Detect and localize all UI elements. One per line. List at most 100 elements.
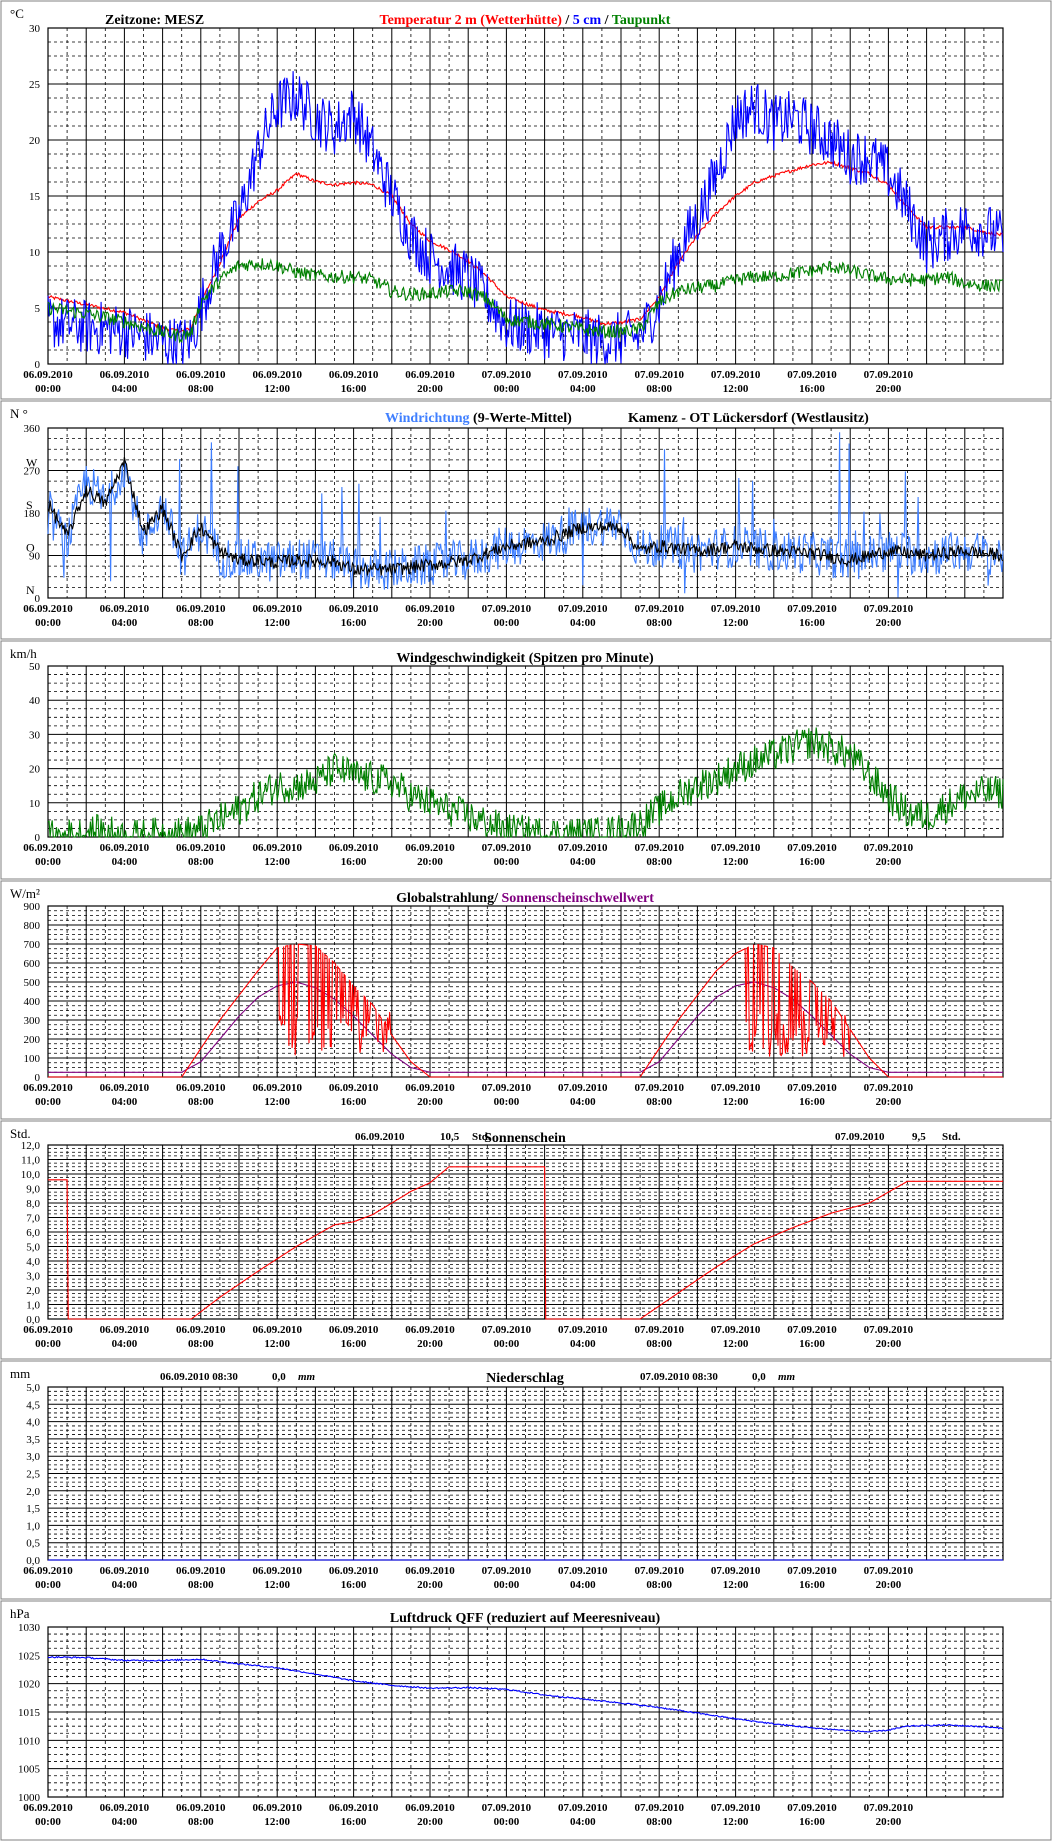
x-tick-time: 00:00: [35, 856, 61, 868]
x-tick-date: 07.09.2010: [864, 1324, 914, 1336]
x-tick-date: 07.09.2010: [711, 1565, 761, 1577]
x-tick-date: 06.09.2010: [23, 1565, 73, 1577]
x-tick-time: 08:00: [188, 383, 214, 395]
x-tick-time: 00:00: [494, 1579, 520, 1591]
x-tick-time: 00:00: [494, 856, 520, 868]
y-tick-label: 25: [29, 79, 41, 91]
y-unit-label: °C: [10, 6, 24, 21]
panel-border: [0, 1120, 1052, 1360]
x-tick-date: 06.09.2010: [100, 369, 150, 381]
chart-title: Temperatur 2 m (Wetterhütte) / 5 cm / Ta…: [380, 13, 671, 28]
x-tick-time: 16:00: [799, 1096, 825, 1108]
x-tick-time: 20:00: [417, 383, 443, 395]
x-tick-time: 04:00: [570, 856, 596, 868]
day-stat-date: 07.09.2010 08:30: [640, 1371, 718, 1383]
x-tick-date: 06.09.2010: [405, 1082, 455, 1094]
panel-border: [0, 1600, 1052, 1841]
y-tick-label: 0: [35, 1072, 41, 1084]
x-tick-date: 06.09.2010: [405, 1802, 455, 1814]
x-tick-date: 07.09.2010: [864, 369, 914, 381]
series-line-3: [47, 258, 1004, 344]
x-tick-time: 20:00: [876, 383, 902, 395]
x-tick-time: 04:00: [112, 1816, 138, 1828]
x-tick-date: 07.09.2010: [711, 369, 761, 381]
x-tick-date: 07.09.2010: [787, 1082, 837, 1094]
y-tick-label: 15: [29, 191, 41, 203]
y-tick-label: 20: [29, 135, 41, 147]
x-tick-time: 12:00: [723, 1338, 749, 1350]
y-tick-label: 3,5: [26, 1434, 40, 1446]
x-tick-time: 08:00: [646, 1338, 672, 1350]
x-tick-date: 06.09.2010: [329, 1565, 379, 1577]
x-tick-time: 16:00: [799, 1338, 825, 1350]
y-tick-label: 8,0: [26, 1198, 40, 1210]
x-tick-time: 16:00: [341, 1096, 367, 1108]
y-tick-label: 4,0: [26, 1256, 40, 1268]
x-tick-time: 20:00: [417, 1579, 443, 1591]
day-stat-date: 07.09.2010: [835, 1131, 885, 1143]
y-tick-label: 3,0: [26, 1271, 40, 1283]
x-tick-date: 07.09.2010: [864, 842, 914, 854]
x-tick-date: 06.09.2010: [176, 1324, 226, 1336]
x-tick-time: 04:00: [570, 1816, 596, 1828]
y-tick-label: 40: [29, 695, 41, 707]
chart-title: Globalstrahlung/ Sonnenscheinschwellwert: [396, 891, 654, 906]
x-tick-time: 20:00: [876, 617, 902, 629]
x-tick-date: 07.09.2010: [711, 1324, 761, 1336]
y-tick-label: 300: [24, 1015, 41, 1027]
x-tick-time: 00:00: [494, 1096, 520, 1108]
compass-label: N: [26, 583, 35, 597]
x-tick-date: 06.09.2010: [23, 1324, 73, 1336]
x-tick-time: 20:00: [876, 1816, 902, 1828]
y-tick-label: 800: [24, 920, 41, 932]
y-tick-label: 200: [24, 1034, 41, 1046]
x-tick-time: 04:00: [570, 1579, 596, 1591]
y-tick-label: 4,0: [26, 1417, 40, 1429]
panel-border: [0, 400, 1052, 640]
plot-frame: [47, 665, 1004, 838]
y-tick-label: 10: [29, 247, 41, 259]
x-tick-date: 06.09.2010: [23, 369, 73, 381]
x-tick-date: 07.09.2010: [787, 1324, 837, 1336]
x-tick-time: 00:00: [35, 383, 61, 395]
series-line-1: [47, 727, 1004, 839]
x-tick-time: 16:00: [799, 617, 825, 629]
chart-title: Sonnenschein: [484, 1131, 566, 1146]
x-tick-date: 06.09.2010: [252, 1802, 302, 1814]
x-tick-date: 06.09.2010: [23, 842, 73, 854]
series-line-2: [47, 456, 1004, 576]
x-tick-date: 06.09.2010: [176, 603, 226, 615]
x-tick-date: 07.09.2010: [634, 1565, 684, 1577]
chart-panel-5: 0,0 1,0 2,0 3,0 4,0 5,0 6,0 7,0 8,0 9,0 10,0 11,0 12…: [0, 1120, 1052, 1360]
y-tick-label: 10: [29, 798, 41, 810]
y-unit-label: N °: [10, 406, 28, 421]
x-tick-date: 06.09.2010: [405, 603, 455, 615]
plot-frame: [47, 27, 1004, 365]
x-tick-date: 06.09.2010: [405, 1324, 455, 1336]
timezone-label: Zeitzone: MESZ: [105, 13, 204, 28]
y-tick-label: 2,0: [26, 1486, 40, 1498]
x-tick-date: 06.09.2010: [329, 369, 379, 381]
day-stat-unit: Std.: [472, 1131, 491, 1143]
x-tick-date: 07.09.2010: [558, 603, 608, 615]
x-tick-time: 16:00: [799, 856, 825, 868]
x-tick-date: 06.09.2010: [252, 1082, 302, 1094]
x-tick-date: 07.09.2010: [482, 1324, 532, 1336]
x-tick-date: 06.09.2010: [252, 842, 302, 854]
x-tick-time: 08:00: [646, 1816, 672, 1828]
y-tick-label: 5,0: [26, 1242, 40, 1254]
x-tick-time: 20:00: [417, 856, 443, 868]
x-tick-date: 06.09.2010: [100, 1082, 150, 1094]
x-tick-date: 07.09.2010: [482, 1082, 532, 1094]
x-tick-date: 07.09.2010: [864, 603, 914, 615]
y-tick-label: 1030: [18, 1622, 41, 1634]
x-tick-time: 16:00: [341, 1338, 367, 1350]
x-tick-date: 06.09.2010: [252, 1565, 302, 1577]
chart-title: Niederschlag: [486, 1371, 564, 1386]
x-tick-date: 07.09.2010: [864, 1565, 914, 1577]
x-tick-time: 20:00: [876, 1338, 902, 1350]
x-tick-time: 04:00: [112, 383, 138, 395]
chart-panel-3: 0 10 20 30 40 50 06.09.2010 00:00 06.09.2010 04:0…: [0, 640, 1052, 880]
x-tick-date: 07.09.2010: [711, 1082, 761, 1094]
x-tick-time: 08:00: [646, 1096, 672, 1108]
